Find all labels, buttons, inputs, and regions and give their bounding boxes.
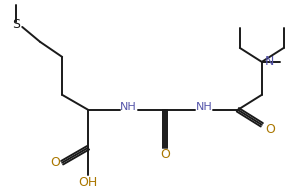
Text: O: O bbox=[265, 123, 275, 136]
Text: OH: OH bbox=[79, 176, 98, 189]
Text: O: O bbox=[50, 156, 60, 169]
Text: NH: NH bbox=[120, 102, 136, 112]
Text: N: N bbox=[265, 55, 274, 68]
Text: O: O bbox=[160, 148, 170, 161]
Text: NH: NH bbox=[196, 102, 212, 112]
Text: S: S bbox=[12, 19, 20, 32]
